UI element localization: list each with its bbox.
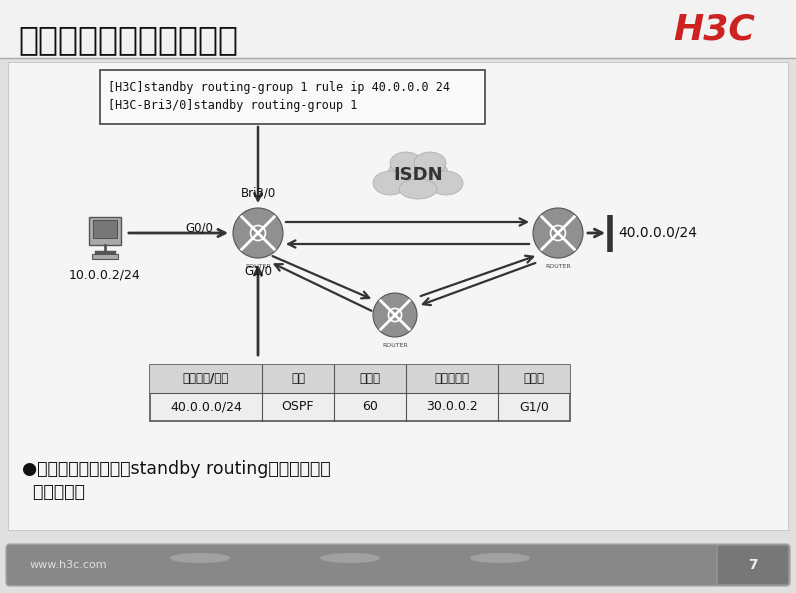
Text: G0/0: G0/0 [185, 222, 213, 234]
Ellipse shape [414, 152, 446, 174]
Text: ROUTER: ROUTER [545, 264, 571, 269]
Bar [0, 0, 796, 58]
Ellipse shape [373, 171, 407, 195]
Text: ●拨号链路上，可使用standby routing特性来实现动: ●拨号链路上，可使用standby routing特性来实现动 [22, 460, 330, 478]
Ellipse shape [429, 171, 463, 195]
Text: G1/0: G1/0 [244, 265, 272, 278]
Text: 10.0.0.2/24: 10.0.0.2/24 [69, 268, 141, 281]
Bar [92, 254, 118, 259]
Text: 来源: 来源 [291, 372, 305, 385]
Text: G1/0: G1/0 [519, 400, 549, 413]
Text: [H3C-Bri3/0]standby routing-group 1: [H3C-Bri3/0]standby routing-group 1 [108, 98, 357, 111]
Text: [H3C]standby routing-group 1 rule ip 40.0.0.0 24: [H3C]standby routing-group 1 rule ip 40.… [108, 81, 450, 94]
Text: 60: 60 [362, 400, 378, 413]
Circle shape [373, 293, 417, 337]
Text: 下一跳地址: 下一跳地址 [435, 372, 470, 385]
Text: 出接口: 出接口 [524, 372, 544, 385]
Ellipse shape [320, 553, 380, 563]
Text: 优先级: 优先级 [360, 372, 380, 385]
Text: 拨号链路上动态路由备份: 拨号链路上动态路由备份 [18, 24, 238, 56]
FancyBboxPatch shape [6, 544, 790, 586]
Circle shape [533, 208, 583, 258]
Text: H3C: H3C [673, 13, 755, 47]
Text: 40.0.0.0/24: 40.0.0.0/24 [618, 226, 697, 240]
FancyBboxPatch shape [100, 70, 485, 124]
Bar [93, 220, 117, 238]
Bar [150, 365, 570, 393]
Text: 目的地址/掩码: 目的地址/掩码 [183, 372, 229, 385]
Text: ISDN: ISDN [393, 166, 443, 184]
Text: 态路由备份: 态路由备份 [22, 483, 85, 501]
Text: www.h3c.com: www.h3c.com [30, 560, 107, 570]
Bar [89, 217, 121, 245]
Text: 7: 7 [748, 558, 758, 572]
Ellipse shape [470, 553, 530, 563]
FancyBboxPatch shape [717, 545, 789, 585]
Ellipse shape [399, 179, 437, 199]
Text: 30.0.0.2: 30.0.0.2 [426, 400, 478, 413]
Ellipse shape [390, 152, 422, 174]
Text: Bri3/0: Bri3/0 [240, 187, 275, 200]
Ellipse shape [170, 553, 230, 563]
Text: 40.0.0.0/24: 40.0.0.0/24 [170, 400, 242, 413]
Ellipse shape [388, 157, 448, 189]
Circle shape [233, 208, 283, 258]
Text: ROUTER: ROUTER [245, 264, 271, 269]
Bar [8, 62, 788, 530]
Text: ROUTER: ROUTER [382, 343, 408, 348]
Text: OSPF: OSPF [282, 400, 314, 413]
Bar [150, 365, 570, 421]
